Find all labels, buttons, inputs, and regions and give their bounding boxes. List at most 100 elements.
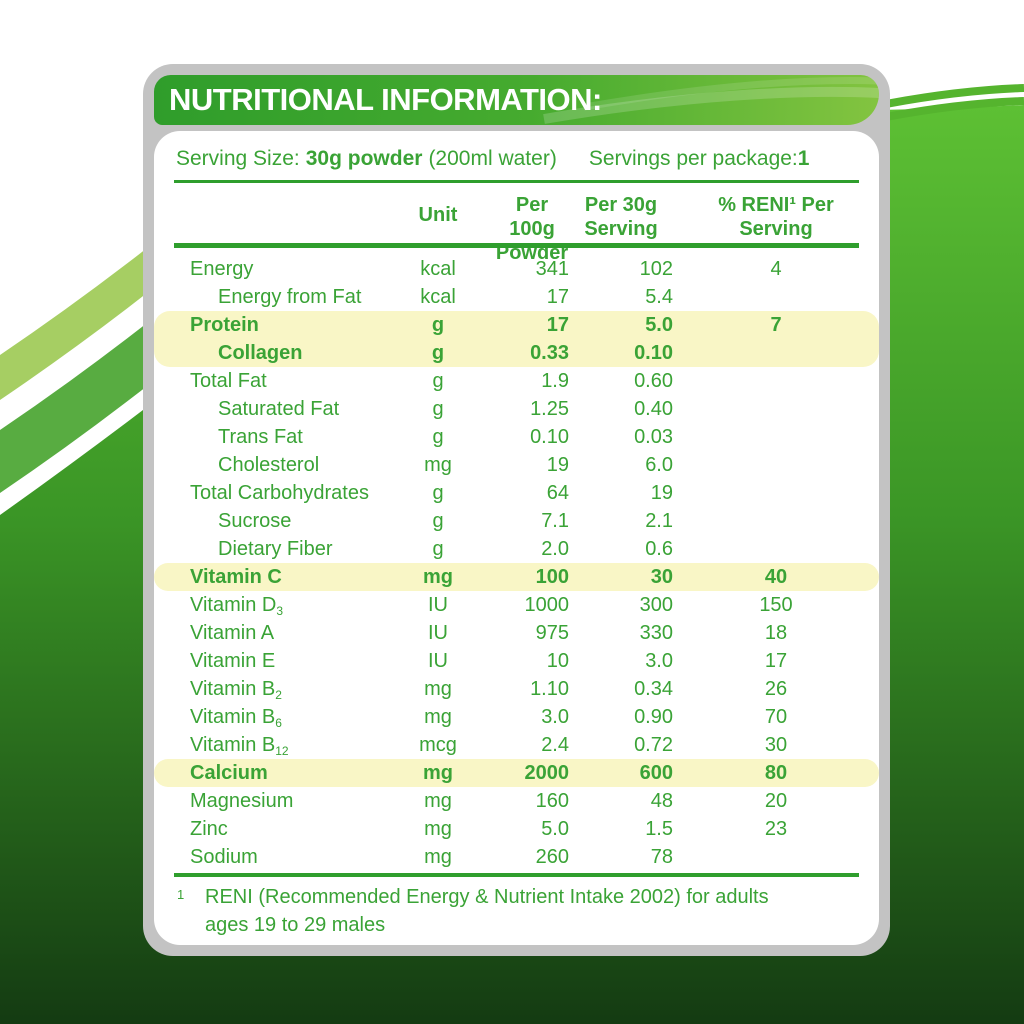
per-100g-value: 100 <box>535 566 569 588</box>
per-100g-value: 10 <box>546 650 569 672</box>
unit-value: g <box>432 482 444 504</box>
unit-value: mg <box>423 762 453 784</box>
header-nutrient-column <box>154 191 381 243</box>
reni-percent-value: 20 <box>764 790 788 812</box>
per-30g-value: 102 <box>639 258 673 280</box>
unit-value: g <box>431 342 445 364</box>
unit-value: mg <box>424 790 452 812</box>
per-100g-value: 260 <box>535 846 569 868</box>
per-30g-value: 5.0 <box>645 314 673 336</box>
table-row: Energy from Fat kcal 17 5.4 <box>154 283 879 311</box>
serving-size-value: 30g powder <box>305 147 423 170</box>
footnote-superscript: 1 <box>177 887 185 902</box>
per-30g-value: 78 <box>650 846 673 868</box>
unit-value: g <box>432 426 444 448</box>
nutrient-name: Protein <box>190 314 259 336</box>
reni-percent-value <box>673 843 879 871</box>
per-100g-value: 1000 <box>524 594 570 616</box>
unit-value: kcal <box>420 286 456 308</box>
header-bar: NUTRITIONAL INFORMATION: <box>154 75 879 125</box>
per-100g-value: 3.0 <box>541 706 569 728</box>
reni-percent-value <box>673 423 879 451</box>
reni-percent-value <box>673 283 879 311</box>
per-100g-value: 64 <box>546 482 569 504</box>
table-row: Zinc mg 5.0 1.5 23 <box>154 815 879 843</box>
header-per-100g-line1: Per 100g <box>509 194 555 240</box>
reni-percent-value: 7 <box>770 314 782 336</box>
divider-rule-bottom <box>174 873 859 877</box>
per-30g-value: 600 <box>639 762 673 784</box>
reni-percent-value <box>673 367 879 395</box>
per-100g-value: 1.10 <box>530 678 569 700</box>
table-row: Vitamin C mg 100 30 40 <box>154 563 879 591</box>
table-row: Protein g 17 5.0 7 <box>154 311 879 339</box>
header-reni-line1: % RENI¹ Per <box>718 194 834 216</box>
nutrient-name: Vitamin D3 <box>190 594 284 618</box>
content-panel: Serving Size: 30g powder (200ml water) Serv… <box>154 131 879 945</box>
per-30g-value: 0.72 <box>634 734 673 756</box>
per-30g-value: 2.1 <box>645 510 673 532</box>
table-row: Vitamin A IU 975 330 18 <box>154 619 879 647</box>
page-title: NUTRITIONAL INFORMATION: <box>169 82 602 117</box>
swoosh-line-top-right-1 <box>885 84 1024 108</box>
per-100g-value: 2000 <box>524 762 570 784</box>
header-unit-column: Unit <box>418 204 458 226</box>
reni-percent-value <box>673 507 879 535</box>
per-100g-value: 1.9 <box>541 370 569 392</box>
unit-value: mg <box>424 818 452 840</box>
table-row: Sucrose g 7.1 2.1 <box>154 507 879 535</box>
per-30g-value: 6.0 <box>645 454 673 476</box>
per-30g-value: 1.5 <box>645 818 673 840</box>
reni-percent-value: 23 <box>764 818 788 840</box>
reni-percent-value: 150 <box>759 594 793 616</box>
table-row: Total Fat g 1.9 0.60 <box>154 367 879 395</box>
per-30g-value: 0.90 <box>634 706 673 728</box>
unit-value: mg <box>424 454 452 476</box>
serving-size-note: (200ml water) <box>428 147 557 170</box>
unit-value: kcal <box>420 258 456 280</box>
unit-value: IU <box>428 594 448 616</box>
unit-value: IU <box>428 650 448 672</box>
reni-percent-value <box>673 535 879 563</box>
servings-per-package-value: 1 <box>797 147 810 170</box>
unit-value: mg <box>424 678 452 700</box>
nutrition-card: NUTRITIONAL INFORMATION: Serving Size: 30… <box>143 64 890 956</box>
per-30g-value: 30 <box>650 566 673 588</box>
reni-percent-value <box>673 451 879 479</box>
nutrient-name: Vitamin E <box>190 650 276 672</box>
per-30g-value: 0.60 <box>634 370 673 392</box>
table-row: Vitamin E IU 10 3.0 17 <box>154 647 879 675</box>
per-100g-value: 341 <box>535 258 569 280</box>
unit-value: g <box>432 398 444 420</box>
per-100g-value: 2.4 <box>541 734 569 756</box>
unit-value: g <box>432 370 444 392</box>
header-per-30g-line2: Serving <box>584 218 658 240</box>
per-30g-value: 300 <box>639 594 673 616</box>
nutrient-name: Vitamin A <box>190 622 275 644</box>
nutrient-name: Energy <box>190 258 254 280</box>
table-row: Cholesterol mg 19 6.0 <box>154 451 879 479</box>
unit-value: mg <box>424 706 452 728</box>
nutrient-name: Vitamin B12 <box>190 734 289 758</box>
table-row: Saturated Fat g 1.25 0.40 <box>154 395 879 423</box>
table-row: Calcium mg 2000 600 80 <box>154 759 879 787</box>
header-per-30g-line1: Per 30g <box>584 194 658 216</box>
nutrient-name: Vitamin C <box>190 566 282 588</box>
reni-percent-value: 4 <box>770 258 782 280</box>
nutrient-name: Total Fat <box>190 370 267 392</box>
unit-value: g <box>431 314 445 336</box>
per-30g-value: 0.34 <box>634 678 673 700</box>
table-row: Vitamin B6 mg 3.0 0.90 70 <box>154 703 879 731</box>
per-100g-value: 2.0 <box>541 538 569 560</box>
per-100g-value: 7.1 <box>541 510 569 532</box>
servings-per-package-label: Servings per package: <box>588 147 798 170</box>
reni-percent-value: 70 <box>764 706 788 728</box>
table-row: Vitamin D3 IU 1000 300 150 <box>154 591 879 619</box>
nutrient-name: Trans Fat <box>218 426 303 448</box>
per-30g-value: 0.03 <box>634 426 673 448</box>
per-30g-value: 0.40 <box>634 398 673 420</box>
reni-percent-value: 40 <box>764 566 788 588</box>
nutrient-name: Collagen <box>218 342 303 364</box>
reni-percent-value: 26 <box>764 678 788 700</box>
per-100g-value: 5.0 <box>541 818 569 840</box>
